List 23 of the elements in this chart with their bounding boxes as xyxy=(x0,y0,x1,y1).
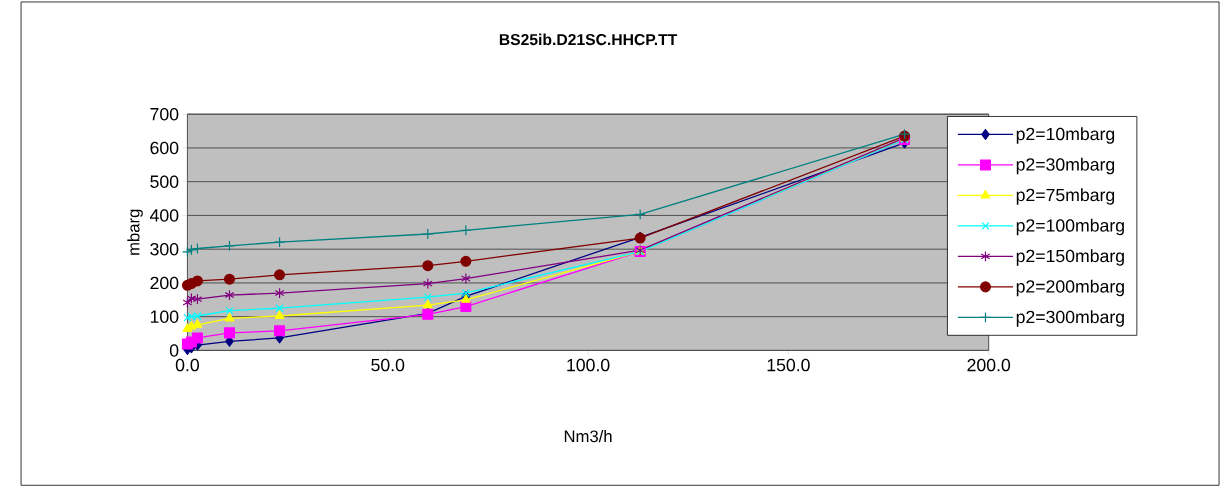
x-tick-label: 0.0 xyxy=(175,358,200,372)
legend-label: p2=300mbarg xyxy=(1016,310,1124,327)
y-tick-label: 500 xyxy=(150,175,179,188)
legend-label: p2=200mbarg xyxy=(1016,279,1124,297)
x-tick-label: 100.0 xyxy=(567,358,610,372)
y-tick-label: 400 xyxy=(149,209,179,222)
legend-label: p2=150mbarg xyxy=(1016,249,1124,266)
y-tick-label: 700 xyxy=(150,107,179,121)
chart-title: BS25ib.D21SC.HHCP.TT xyxy=(499,33,678,45)
x-tick-label: 200.0 xyxy=(967,358,1011,372)
y-tick-label: 0 xyxy=(169,344,179,357)
y-axis-title: mbarg xyxy=(127,209,143,255)
x-tick-label: 150.0 xyxy=(767,358,810,372)
y-tick-label: 600 xyxy=(150,141,179,155)
y-tick-label: 300 xyxy=(150,242,179,256)
legend-label: p2=100mbarg xyxy=(1016,218,1124,236)
legend-label: p2=10mbarg xyxy=(1016,127,1115,144)
y-tick-label: 200 xyxy=(150,276,179,290)
legend-label: p2=75mbarg xyxy=(1016,188,1115,205)
y-tick-label: 100 xyxy=(150,310,179,323)
x-tick-label: 50.0 xyxy=(371,358,405,372)
legend-label: p2=30mbarg xyxy=(1016,157,1115,175)
x-axis-title: Nm3/h xyxy=(564,429,612,443)
